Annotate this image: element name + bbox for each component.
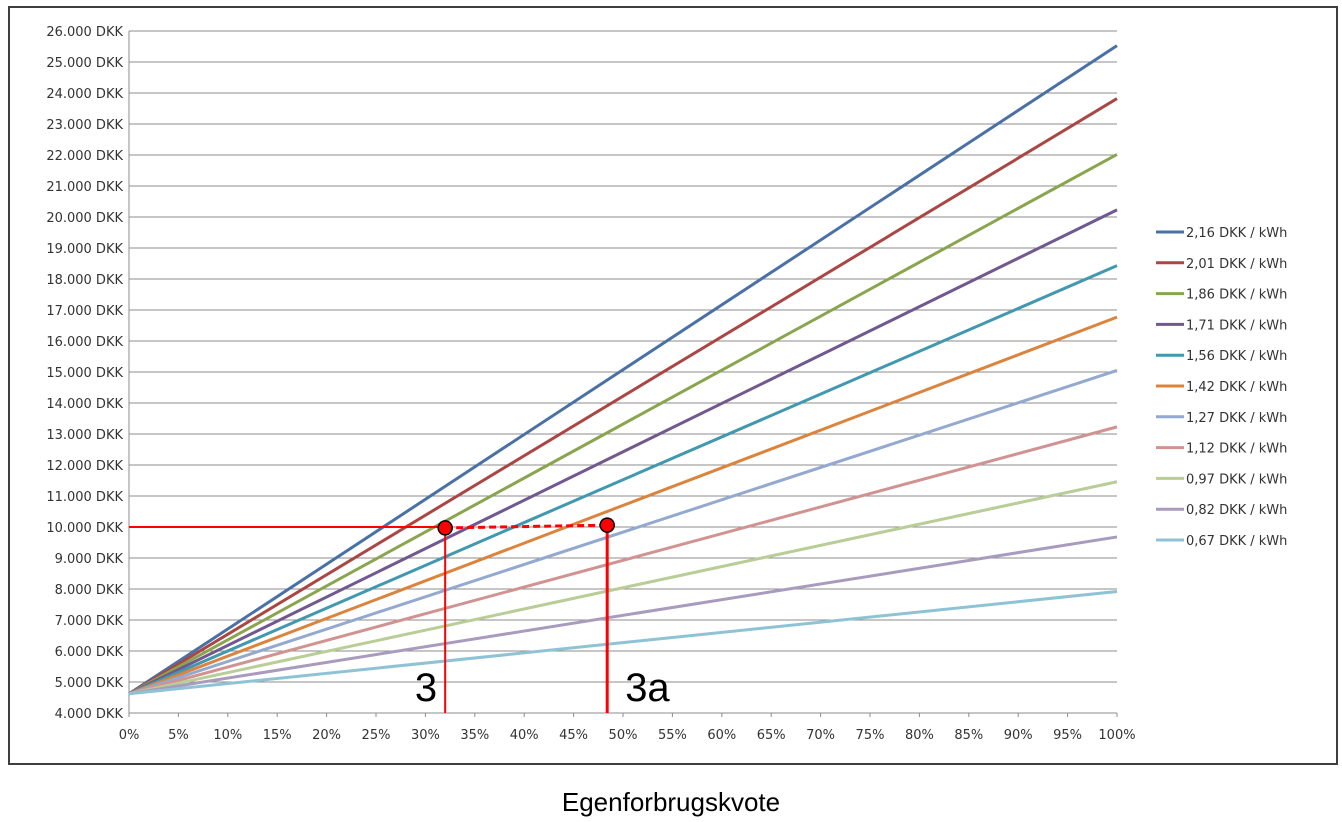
x-tick-label: 20% [312, 728, 341, 743]
legend-label: 2,16 DKK / kWh [1186, 226, 1287, 241]
y-tick-label: 4.000 DKK [55, 707, 124, 722]
series-line [128, 589, 1118, 696]
x-tick-label: 40% [510, 728, 539, 743]
y-tick-label: 5.000 DKK [55, 676, 124, 691]
x-tick-label: 5% [168, 728, 189, 743]
x-axis-ticks: 0% 5% 10% 15% 20% 25% 30% 35% 40% 45% 50% 55% 60% 65%… [119, 728, 1136, 743]
y-tick-label: 6.000 DKK [55, 645, 124, 660]
x-tick-label: 100% [1098, 728, 1135, 743]
x-tick-label: 60% [707, 728, 736, 743]
y-tick-label: 14.000 DKK [46, 397, 123, 412]
series-line [128, 208, 1118, 696]
y-tick-label: 18.000 DKK [46, 273, 123, 288]
chart-frame: 4.000 DKK 5.000 DKK 6.000 DKK 7.000 DKK 8.00… [8, 6, 1338, 765]
y-tick-label: 23.000 DKK [46, 118, 123, 133]
series-line [128, 315, 1118, 696]
x-tick-label: 35% [460, 728, 489, 743]
annotation-layer: 3 3a [129, 517, 670, 713]
x-tick-label: 85% [954, 728, 983, 743]
x-tick-label: 30% [411, 728, 440, 743]
x-tick-label: 50% [609, 728, 638, 743]
y-tick-label: 16.000 DKK [46, 335, 123, 350]
y-axis-ticks: 4.000 DKK 5.000 DKK 6.000 DKK 7.000 DKK 8.00… [46, 25, 123, 722]
annotation-point [437, 520, 453, 536]
x-tick-label: 75% [856, 728, 885, 743]
legend-label: 1,56 DKK / kWh [1186, 349, 1287, 364]
y-tick-label: 19.000 DKK [46, 242, 123, 257]
y-tick-label: 15.000 DKK [46, 366, 123, 381]
legend: 2,16 DKK / kWh 2,01 DKK / kWh 1,86 DKK / k… [1156, 226, 1287, 549]
series-line [128, 44, 1118, 696]
connector-dashed [445, 523, 608, 530]
y-tick-label: 17.000 DKK [46, 304, 123, 319]
annotation-label-3: 3 [415, 666, 437, 710]
y-tick-label: 12.000 DKK [46, 459, 123, 474]
legend-label: 2,01 DKK / kWh [1186, 257, 1287, 272]
x-tick-label: 65% [757, 728, 786, 743]
annotation-label-3a: 3a [625, 666, 670, 710]
series-line [128, 264, 1118, 696]
legend-label: 1,42 DKK / kWh [1186, 380, 1287, 395]
y-tick-label: 25.000 DKK [46, 56, 123, 71]
x-tick-label: 55% [658, 728, 687, 743]
legend-label: 1,86 DKK / kWh [1186, 288, 1287, 303]
series-line [128, 369, 1118, 696]
legend-label: 1,12 DKK / kWh [1186, 442, 1287, 457]
y-tick-label: 11.000 DKK [46, 490, 123, 505]
y-tick-label: 26.000 DKK [46, 25, 123, 40]
x-tick-label: 70% [806, 728, 835, 743]
legend-label: 1,71 DKK / kWh [1186, 318, 1287, 333]
series-line [128, 535, 1118, 696]
chart-svg: 4.000 DKK 5.000 DKK 6.000 DKK 7.000 DKK 8.00… [46, 25, 1287, 743]
x-axis-title: Egenforbrugskvote [561, 787, 781, 817]
x-tick-label: 80% [905, 728, 934, 743]
y-tick-label: 24.000 DKK [46, 87, 123, 102]
series-line [128, 153, 1118, 696]
y-tick-label: 7.000 DKK [55, 614, 124, 629]
series-line [128, 480, 1118, 696]
y-tick-label: 22.000 DKK [46, 149, 123, 164]
series-line [128, 97, 1118, 696]
annotation-point [599, 517, 615, 533]
grid-layer [128, 30, 1118, 717]
legend-label: 0,97 DKK / kWh [1186, 472, 1287, 487]
y-tick-label: 20.000 DKK [46, 211, 123, 226]
y-tick-label: 13.000 DKK [46, 428, 123, 443]
x-tick-label: 10% [213, 728, 242, 743]
x-tick-label: 45% [559, 728, 588, 743]
x-tick-label: 25% [362, 728, 391, 743]
series-line [128, 425, 1118, 696]
legend-label: 0,82 DKK / kWh [1186, 503, 1287, 518]
y-tick-label: 10.000 DKK [46, 521, 123, 536]
x-tick-label: 0% [119, 728, 140, 743]
y-tick-label: 21.000 DKK [46, 180, 123, 195]
x-tick-label: 95% [1053, 728, 1082, 743]
legend-label: 1,27 DKK / kWh [1186, 411, 1287, 426]
y-tick-label: 8.000 DKK [55, 583, 124, 598]
series-layer [128, 44, 1118, 696]
y-tick-label: 9.000 DKK [55, 552, 124, 567]
x-tick-label: 15% [263, 728, 292, 743]
x-tick-label: 90% [1004, 728, 1033, 743]
legend-label: 0,67 DKK / kWh [1186, 534, 1287, 549]
